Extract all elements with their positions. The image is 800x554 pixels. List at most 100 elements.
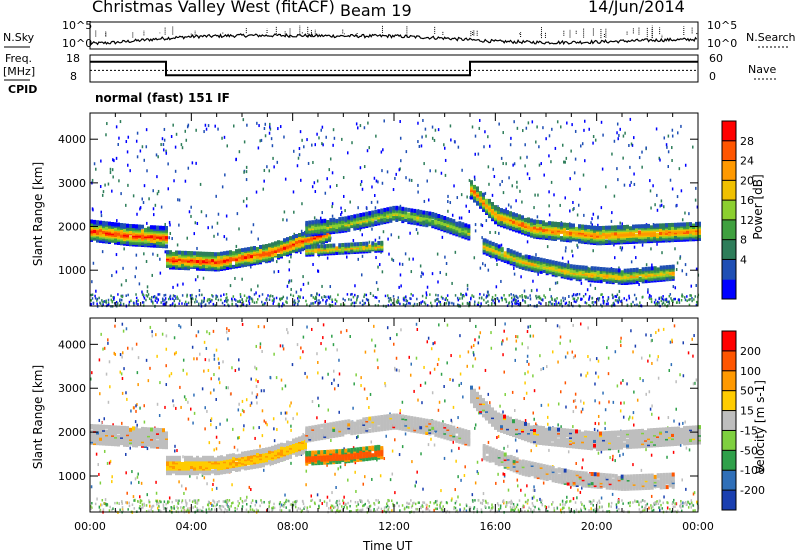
scatter-cell [460, 381, 463, 385]
data-cell [650, 231, 653, 236]
scatter-cell [199, 352, 201, 356]
data-cell [389, 206, 393, 211]
scatter-cell [191, 161, 194, 165]
scatter-cell [499, 183, 501, 187]
ground-cell [202, 300, 205, 304]
data-cell [317, 219, 321, 224]
ground-cell [440, 295, 443, 299]
ground-cell [421, 300, 424, 303]
data-cell [99, 228, 102, 233]
scatter-cell [620, 248, 623, 252]
scatter-cell [387, 237, 389, 241]
scatter-cell [667, 416, 670, 420]
scatter-cell [256, 121, 258, 125]
data-cell [304, 241, 307, 246]
data-cell [314, 244, 318, 249]
scatter-cell [459, 372, 462, 376]
data-cell [295, 240, 298, 245]
scatter-cell [685, 272, 688, 276]
ground-cell [263, 302, 265, 306]
scatter-cell [400, 328, 402, 332]
ground-cell [189, 294, 192, 297]
data-cell [617, 232, 620, 237]
scatter-cell [622, 134, 625, 138]
scatter-cell [116, 219, 118, 223]
scatter-cell [458, 216, 461, 220]
ground-cell [628, 294, 630, 298]
ground-cell [405, 302, 408, 306]
ground-cell [576, 292, 579, 296]
scatter-cell [345, 329, 348, 333]
data-cell [413, 212, 417, 216]
scatter-cell [290, 279, 293, 283]
scatter-cell [148, 197, 150, 201]
scatter-cell [321, 502, 323, 506]
data-cell [226, 266, 229, 270]
ground-cell [511, 302, 514, 306]
scatter-cell [125, 140, 128, 144]
scatter-cell [347, 151, 349, 155]
ground-cell [388, 300, 390, 303]
scatter-cell [478, 118, 481, 122]
scatter-cell [434, 128, 437, 132]
scatter-cell [616, 131, 618, 135]
ground-cell [269, 295, 271, 298]
ground-cell [225, 297, 227, 300]
scatter-cell [172, 404, 175, 408]
data-cell [569, 238, 572, 243]
scatter-cell [402, 297, 405, 301]
scatter-cell [314, 143, 316, 147]
y-tick-label: 3000 [58, 177, 86, 190]
scatter-cell [238, 436, 241, 440]
ground-cell [508, 294, 511, 297]
data-cell [563, 262, 567, 267]
ground-cell [562, 299, 565, 303]
scatter-cell [288, 268, 291, 272]
ground-cell [106, 304, 109, 307]
y-tick-label: 4000 [58, 133, 86, 146]
scatter-cell [450, 449, 453, 453]
scatter-cell [473, 175, 476, 179]
scatter-cell [205, 127, 208, 131]
scatter-cell [282, 218, 284, 222]
scatter-cell [674, 286, 677, 290]
scatter-cell [115, 270, 118, 274]
ground-cell [212, 302, 215, 306]
scatter-cell [366, 207, 368, 211]
scatter-cell [305, 469, 308, 473]
scatter-cell [474, 177, 476, 181]
ground-cell [113, 302, 116, 305]
scatter-cell [318, 136, 320, 140]
data-cell [199, 251, 202, 256]
scatter-cell [531, 120, 534, 124]
scatter-cell [484, 130, 486, 134]
data-cell [289, 240, 292, 245]
scatter-cell [483, 145, 485, 149]
scatter-cell [570, 149, 572, 153]
data-cell [584, 265, 588, 270]
data-cell [518, 252, 522, 257]
scatter-cell [320, 342, 322, 346]
ground-cell [342, 297, 344, 301]
scatter-cell [382, 148, 384, 152]
data-cell [542, 235, 545, 240]
ground-cell [243, 294, 246, 297]
scatter-cell [650, 247, 652, 251]
ground-cell [224, 299, 226, 303]
ground-cell [216, 295, 219, 298]
data-cell [256, 247, 259, 251]
data-cell [332, 243, 336, 248]
scatter-cell [263, 168, 266, 172]
scatter-cell [408, 257, 411, 261]
ground-cell [605, 302, 608, 306]
scatter-cell [167, 162, 169, 166]
ground-cell [636, 303, 638, 307]
scatter-cell [557, 360, 559, 364]
ground-cell [623, 297, 625, 300]
scatter-cell [152, 189, 154, 193]
scatter-cell [450, 138, 452, 142]
scatter-cell [576, 243, 578, 247]
noise-right-label: N.Search [746, 31, 796, 44]
data-cell [277, 254, 280, 258]
scatter-cell [178, 223, 180, 227]
